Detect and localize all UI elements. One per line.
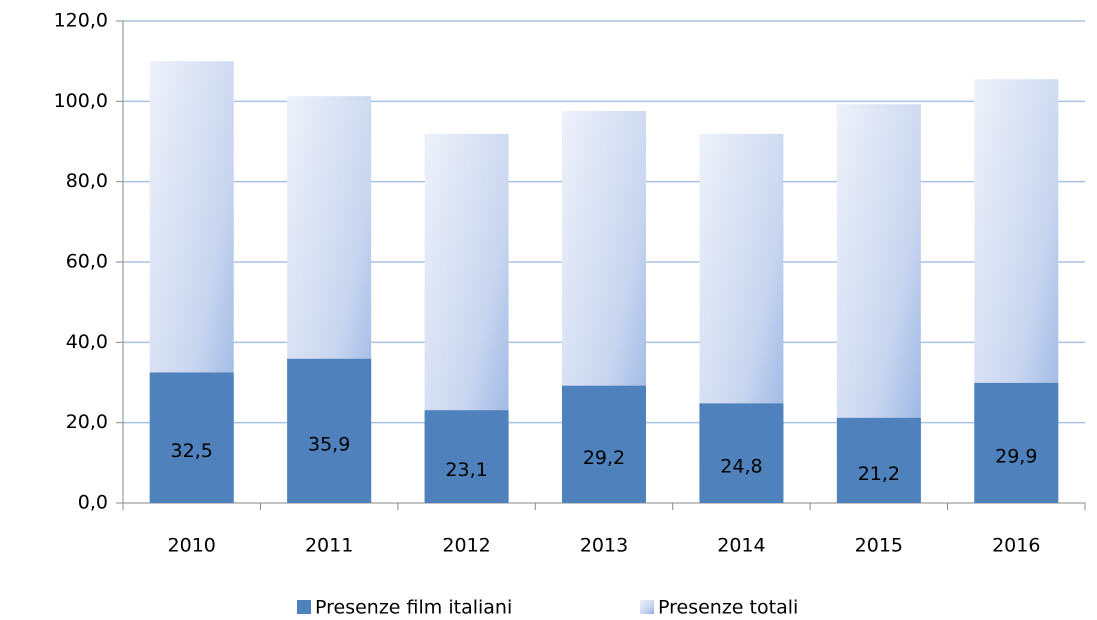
data-label: 29,2 (583, 447, 625, 469)
y-tick-label: 20,0 (66, 411, 108, 433)
y-tick-label: 80,0 (66, 170, 108, 192)
data-label: 24,8 (720, 456, 762, 478)
x-tick-label: 2010 (168, 535, 216, 557)
legend-label: Presenze film italiani (315, 597, 512, 619)
bar (424, 410, 509, 503)
x-tick-label: 2013 (580, 535, 628, 557)
x-tick-label: 2012 (442, 535, 490, 557)
y-tick-label: 40,0 (66, 331, 108, 353)
bar (699, 403, 784, 503)
data-label: 35,9 (308, 433, 350, 455)
bar (287, 358, 372, 503)
data-label: 21,2 (858, 463, 900, 485)
data-label: 32,5 (171, 440, 213, 462)
legend-swatch (640, 600, 654, 614)
x-tick-label: 2015 (855, 535, 903, 557)
bar (836, 417, 921, 503)
x-tick-label: 2016 (992, 535, 1040, 557)
y-tick-label: 60,0 (66, 251, 108, 273)
legend-label: Presenze totali (658, 597, 798, 619)
bar (149, 372, 234, 503)
data-label: 29,9 (995, 445, 1037, 467)
y-tick-label: 100,0 (54, 90, 108, 112)
bar (974, 382, 1059, 503)
y-tick-label: 0,0 (78, 492, 108, 514)
bar (562, 385, 646, 503)
x-tick-label: 2011 (305, 535, 353, 557)
y-tick-label: 120,0 (54, 10, 108, 32)
legend-swatch (297, 600, 311, 614)
data-label: 23,1 (445, 459, 487, 481)
x-tick-label: 2014 (717, 535, 765, 557)
